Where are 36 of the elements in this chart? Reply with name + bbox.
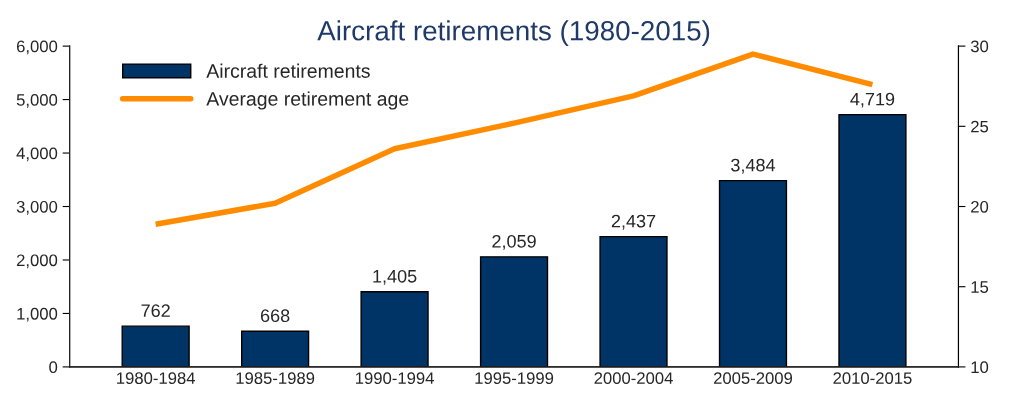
y2-tick-label: 15 [971, 281, 989, 293]
y2-tick-label: 20 [971, 200, 989, 213]
x-tick-label: 1985-1989 [236, 372, 315, 385]
y2-tick-label: 25 [971, 120, 989, 133]
data-label: 3,484 [731, 158, 776, 174]
data-label: 1,405 [373, 269, 417, 285]
y-tick-label: 1,000 [17, 307, 58, 322]
bar [718, 179, 788, 367]
x-tick-label: 1995-1999 [475, 372, 554, 385]
data-label: 4,719 [850, 92, 895, 108]
data-label: 2,437 [611, 214, 656, 230]
y-tick-label: 3,000 [16, 200, 58, 215]
bar [599, 235, 668, 367]
x-tick-label: 2010-2015 [833, 372, 912, 385]
y-tick-label: 5,000 [16, 93, 58, 108]
x-tick-label: 2000-2004 [594, 372, 673, 385]
legend-label: Aircraft retirements [206, 63, 370, 78]
bar [479, 256, 549, 367]
bar [838, 113, 907, 367]
bar [121, 325, 190, 367]
bar [360, 291, 429, 367]
data-label: 762 [141, 304, 170, 318]
x-tick-label: 1990-1994 [356, 372, 434, 385]
data-label: 2,059 [492, 234, 536, 250]
y2-tick-label: 30 [970, 40, 989, 53]
data-label: 668 [260, 309, 290, 323]
y-tick-label: 6,000 [16, 40, 58, 55]
y-tick-label: 4,000 [16, 147, 58, 162]
y2-tick-label: 10 [971, 361, 989, 374]
y-tick-label: 0 [49, 361, 58, 374]
x-tick-label: 2005-2009 [713, 372, 793, 385]
chart-title: Aircraft retirements (1980-2015) [317, 20, 710, 47]
legend-label: Average retirement age [206, 91, 409, 110]
x-tick-label: 1980-1984 [117, 372, 196, 385]
bar [240, 330, 310, 367]
y-tick-label: 2,000 [16, 254, 58, 269]
